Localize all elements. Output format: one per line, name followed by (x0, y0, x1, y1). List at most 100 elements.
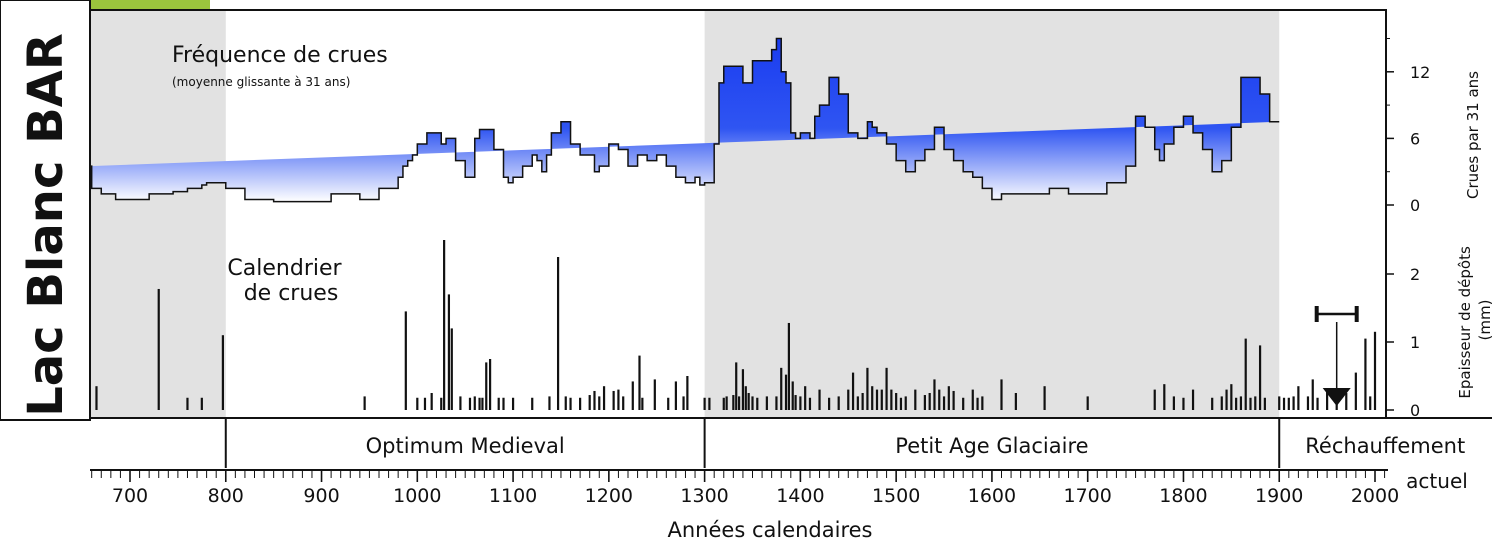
deposit-bar (976, 397, 979, 410)
deposit-bar (866, 367, 869, 410)
deposit-bar (856, 396, 859, 410)
freq-ytick-label: 0 (1410, 196, 1420, 215)
deposit-bar (962, 397, 965, 410)
deposit-bar (1220, 396, 1223, 410)
deposit-bar (794, 395, 797, 410)
deposit-bar (1230, 384, 1233, 410)
deposit-bar (947, 386, 950, 410)
deposit-bar (1297, 386, 1300, 410)
deposit-bar (847, 389, 850, 410)
deposit-bar (653, 379, 656, 410)
deposit-bar (780, 367, 783, 410)
deposit-bar (904, 396, 907, 410)
dep-ytick-label: 0 (1410, 401, 1420, 420)
deposit-bar (1191, 389, 1195, 410)
deposit-bar (799, 396, 802, 410)
deposit-bar (1249, 397, 1252, 410)
deposit-bar (895, 393, 898, 410)
deposit-bar (686, 376, 689, 410)
deposit-bar (485, 362, 488, 410)
period-label: Optimum Medieval (366, 434, 565, 458)
deposit-bar (861, 393, 864, 410)
deposit-bar (851, 372, 855, 410)
title-box (0, 0, 91, 421)
period-label: Réchauffement (1305, 434, 1465, 458)
deposit-bar (899, 397, 903, 410)
x-tick-label: 800 (208, 485, 244, 507)
deposit-bar (440, 397, 443, 410)
deposit-bar (612, 390, 615, 410)
deposit-bar (488, 359, 492, 410)
deposit-bar (741, 369, 745, 410)
deposit-bar (430, 393, 433, 410)
deposit-bar (708, 397, 711, 410)
deposit-bar (828, 397, 831, 410)
frequency-ylabel: Crues par 31 ans (1464, 71, 1482, 199)
deposit-bar (737, 396, 741, 410)
deposit-bar (1172, 396, 1175, 410)
deposit-bar (363, 396, 366, 410)
deposit-bar (473, 396, 476, 410)
deposit-bar (735, 362, 738, 410)
x-tick-label: 1100 (489, 485, 537, 507)
deposit-bar (481, 397, 484, 410)
deposit-bar (744, 386, 747, 410)
deposit-bar (952, 390, 955, 410)
x-tick-label: 1600 (968, 485, 1016, 507)
deposit-bar (674, 381, 677, 410)
deposit-bar (1235, 397, 1238, 410)
deposit-bar (1239, 396, 1243, 410)
deposit-bar (564, 396, 567, 410)
shaded-period-1 (704, 10, 1280, 418)
deposit-bar (1086, 396, 1089, 410)
deposit-bar (914, 389, 917, 410)
deposit-bar (667, 397, 670, 410)
deposit-bars-layer (95, 240, 1377, 410)
deposit-bar (804, 386, 807, 410)
deposit-bar (1263, 397, 1266, 410)
x-tick-label: 1900 (1255, 485, 1303, 507)
x-tick-label: 700 (112, 485, 148, 507)
frequency-area-layer (90, 37, 1280, 203)
deposit-bar (95, 386, 98, 410)
deposit-bar (1258, 345, 1262, 410)
deposit-bar (416, 397, 419, 410)
frequency-sublabel: (moyenne glissante à 31 ans) (172, 75, 350, 89)
deposit-bar (923, 395, 926, 410)
deposit-bar (447, 294, 451, 410)
deposit-bar (221, 335, 224, 410)
deposit-bar (638, 355, 641, 410)
deposit-bar (588, 395, 591, 410)
x-tick-label: 1500 (872, 485, 920, 507)
deposit-bar (459, 396, 462, 410)
deposit-bar (602, 386, 606, 410)
deposit-bar (1373, 331, 1377, 410)
deposit-bar (751, 396, 754, 410)
deposit-bar (200, 397, 203, 410)
deposit-bar (423, 397, 427, 410)
deposit-bar (818, 389, 821, 410)
chart-title: Lac Blanc BAR (18, 33, 74, 417)
deposit-bar (942, 396, 946, 410)
x-tick-label: 900 (303, 485, 339, 507)
deposit-bar (1000, 379, 1003, 410)
deposit-bar (1369, 396, 1372, 410)
deposit-bar (787, 322, 790, 410)
deposit-bar (791, 381, 794, 410)
deposit-bar (511, 397, 515, 410)
x-tick-label: 1800 (1159, 485, 1207, 507)
freq-ytick-label: 12 (1410, 63, 1430, 82)
deposit-bar (890, 389, 893, 410)
deposit-bar (765, 396, 768, 410)
period-suffix: actuel (1406, 469, 1468, 493)
deposit-bar (875, 389, 879, 410)
deposit-bar (1345, 393, 1348, 410)
deposit-bar (747, 393, 750, 410)
deposit-bar (478, 397, 481, 410)
deposit-bar (531, 397, 534, 410)
deposit-bar (186, 397, 189, 410)
deposit-bar (1211, 397, 1214, 410)
deposit-bar (1326, 389, 1329, 410)
x-tick-label: 1000 (393, 485, 441, 507)
